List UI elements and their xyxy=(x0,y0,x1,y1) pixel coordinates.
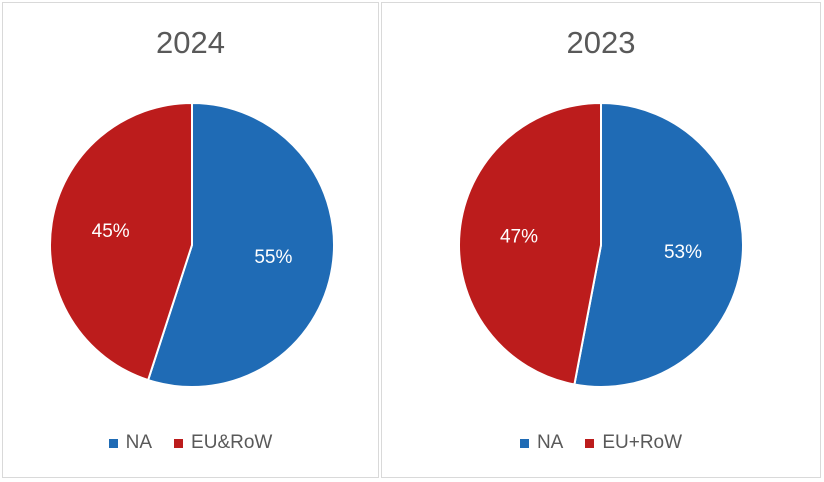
legend-swatch-na xyxy=(108,438,118,448)
legend-swatch-eu-row xyxy=(585,438,595,448)
data-label-na: 53% xyxy=(664,242,702,263)
legend-label-eu-row: EU+RoW xyxy=(602,432,683,453)
chart-panel-2024: 2024 55% 45% NA EU&RoW xyxy=(2,2,379,478)
legend-item-eu-row: EU&RoW xyxy=(174,432,272,454)
legend-item-na: NA xyxy=(519,432,564,454)
legend-swatch-eu-row xyxy=(174,438,184,448)
chart-panel-2023: 2023 53% 47% NA EU+RoW xyxy=(381,2,821,478)
pie-slice-eu-row xyxy=(49,101,193,382)
pie-chart-2023: 53% 47% xyxy=(458,101,744,388)
chart-legend: NA EU+RoW xyxy=(382,432,820,454)
data-label-eu-row: 45% xyxy=(92,221,130,242)
pie-slice-na xyxy=(573,101,744,388)
legend-item-na: NA xyxy=(108,432,153,454)
pie-chart-2024: 55% 45% xyxy=(49,101,335,388)
legend-label-na: NA xyxy=(125,432,153,453)
pie-slice-na xyxy=(146,101,335,388)
legend-label-na: NA xyxy=(536,432,564,453)
chart-legend: NA EU&RoW xyxy=(3,432,378,454)
data-label-eu-row: 47% xyxy=(500,226,538,247)
chart-title: 2023 xyxy=(566,25,636,60)
legend-swatch-na xyxy=(519,438,529,448)
pie-slice-eu-row xyxy=(458,101,602,386)
legend-label-eu-row: EU&RoW xyxy=(191,432,273,453)
legend-item-eu-row: EU+RoW xyxy=(585,432,682,454)
data-label-na: 55% xyxy=(254,247,292,268)
chart-title: 2024 xyxy=(156,25,225,60)
